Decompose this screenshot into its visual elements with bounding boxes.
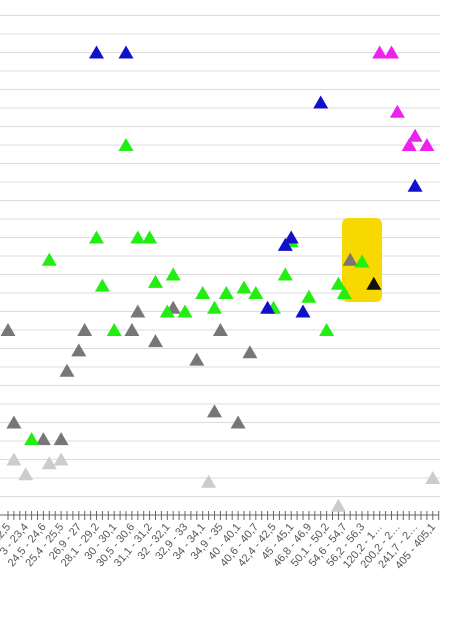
triangle-marker bbox=[142, 230, 158, 244]
triangle-marker bbox=[248, 286, 264, 299]
triangle-marker bbox=[71, 343, 87, 357]
triangle-marker bbox=[277, 267, 293, 281]
triangle-marker bbox=[106, 323, 122, 336]
triangle-marker bbox=[41, 252, 57, 266]
triangle-marker bbox=[330, 276, 346, 290]
triangle-marker bbox=[148, 334, 163, 348]
triangle-marker bbox=[212, 323, 228, 336]
triangle-marker bbox=[384, 45, 399, 59]
triangle-marker bbox=[336, 286, 352, 299]
triangle-marker bbox=[319, 323, 335, 336]
triangle-marker bbox=[301, 289, 317, 303]
triangle-marker bbox=[148, 274, 163, 288]
triangle-marker bbox=[295, 304, 311, 318]
triangle-marker bbox=[177, 304, 193, 318]
triangle-marker bbox=[407, 128, 423, 142]
triangle-marker bbox=[260, 300, 276, 314]
triangle-marker bbox=[35, 432, 51, 446]
triangle-marker bbox=[354, 254, 370, 268]
triangle-marker bbox=[165, 267, 181, 281]
triangle-marker bbox=[53, 432, 69, 446]
triangle-marker bbox=[242, 345, 258, 359]
triangle-marker bbox=[6, 452, 22, 466]
triangle-marker bbox=[342, 252, 358, 266]
triangle-marker bbox=[130, 304, 146, 318]
triangle-marker bbox=[59, 363, 75, 377]
triangle-marker bbox=[407, 178, 423, 192]
triangle-marker bbox=[24, 432, 40, 446]
triangle-marker bbox=[201, 474, 217, 488]
triangle-marker bbox=[366, 276, 382, 290]
triangle-marker bbox=[6, 415, 22, 429]
triangle-marker bbox=[159, 304, 175, 318]
triangle-marker bbox=[89, 230, 104, 244]
triangle-marker bbox=[283, 230, 299, 244]
triangle-marker bbox=[0, 323, 16, 336]
triangle-marker bbox=[77, 323, 93, 336]
triangle-marker bbox=[18, 467, 34, 481]
triangle-marker bbox=[53, 452, 69, 466]
triangle-marker bbox=[124, 323, 140, 336]
triangle-marker bbox=[207, 300, 222, 314]
triangle-marker bbox=[419, 138, 435, 151]
triangle-marker bbox=[277, 237, 293, 251]
triangle-marker bbox=[118, 138, 134, 151]
triangle-marker bbox=[195, 286, 211, 299]
triangle-marker bbox=[313, 95, 329, 109]
triangle-marker bbox=[130, 230, 146, 244]
triangle-marker bbox=[425, 471, 441, 484]
triangle-marker bbox=[94, 278, 110, 292]
triangle-marker bbox=[89, 45, 104, 59]
triangle-marker bbox=[372, 45, 388, 59]
triangle-marker bbox=[330, 498, 346, 512]
triangle-marker bbox=[389, 104, 405, 118]
triangle-marker bbox=[189, 352, 205, 366]
triangle-marker bbox=[41, 456, 57, 470]
triangle-marker bbox=[401, 138, 417, 151]
triangle-marker bbox=[207, 404, 222, 418]
triangle-marker bbox=[230, 415, 246, 429]
triangle-marker bbox=[218, 286, 234, 299]
triangle-marker bbox=[118, 45, 134, 59]
triangle-marker bbox=[236, 280, 252, 294]
